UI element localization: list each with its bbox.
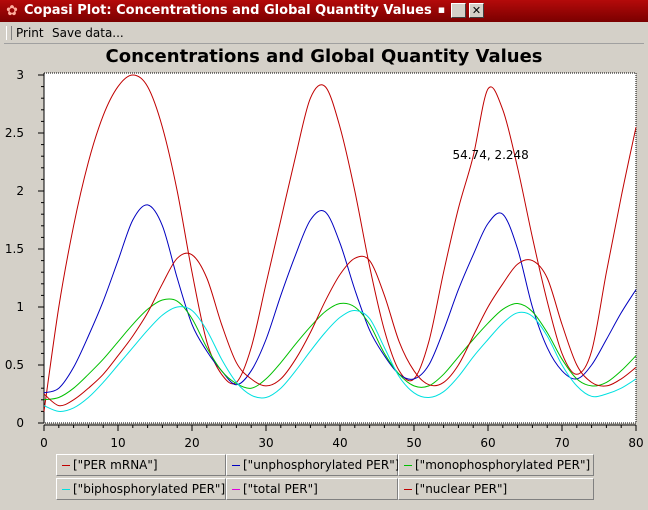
legend-label: ["PER mRNA"] [73,458,158,472]
x-tick-label: 50 [406,436,421,450]
legend-swatch [62,489,70,490]
plot-area[interactable] [43,72,637,424]
cursor-coordinate-readout: 54.74, 2.248 [452,148,528,162]
y-tick-label: 0.5 [5,358,24,372]
legend-item[interactable]: ["biphosphorylated PER"] [56,478,226,500]
y-tick-label: 0 [16,416,24,430]
plot-title: Concentrations and Global Quantity Value… [105,46,543,67]
window-titlebar[interactable]: ✿ Copasi Plot: Concentrations and Global… [0,0,648,22]
x-tick-label: 30 [258,436,273,450]
legend-item[interactable]: ["total PER"] [226,478,398,500]
legend-swatch [404,465,412,466]
print-button[interactable]: Print [16,26,44,40]
x-tick-label: 10 [110,436,125,450]
legend-label: ["nuclear PER"] [415,482,508,496]
y-tick-label: 3 [16,68,24,82]
window-menu-icon[interactable]: ▪ [437,3,446,16]
x-tick-label: 20 [184,436,199,450]
legend-item[interactable]: ["unphosphorylated PER"] [226,454,400,476]
legend-item[interactable]: ["monophosphorylated PER"] [398,454,594,476]
close-button[interactable]: ✕ [469,3,484,18]
x-tick-label: 60 [480,436,495,450]
y-tick-label: 1 [16,300,24,314]
legend-item[interactable]: ["nuclear PER"] [398,478,594,500]
series-line-0 [43,74,637,412]
x-tick-label: 0 [40,436,48,450]
x-tick-label: 70 [554,436,569,450]
window-title: Copasi Plot: Concentrations and Global Q… [24,3,432,18]
legend-swatch [232,489,240,490]
series-line-2 [43,298,637,401]
x-tick-label: 40 [332,436,347,450]
legend-label: ["unphosphorylated PER"] [243,458,400,472]
copasi-app-icon: ✿ [6,3,18,19]
y-tick-label: 1.5 [5,242,24,256]
legend-label: ["total PER"] [243,482,318,496]
legend-label: ["monophosphorylated PER"] [415,458,591,472]
legend-swatch [232,465,240,466]
series-line-5 [43,252,637,407]
legend-swatch [62,465,70,466]
maximize-button[interactable] [451,3,466,18]
y-tick-label: 2.5 [5,126,24,140]
y-tick-label: 2 [16,184,24,198]
legend-swatch [404,489,412,490]
series-line-3 [43,306,637,412]
legend-label: ["biphosphorylated PER"] [73,482,226,496]
x-tick-label: 80 [628,436,643,450]
toolbar-grip-handle[interactable] [6,26,12,40]
save-data-button[interactable]: Save data... [52,26,124,40]
plot-toolbar: Print Save data... [4,23,644,44]
legend-item[interactable]: ["PER mRNA"] [56,454,226,476]
